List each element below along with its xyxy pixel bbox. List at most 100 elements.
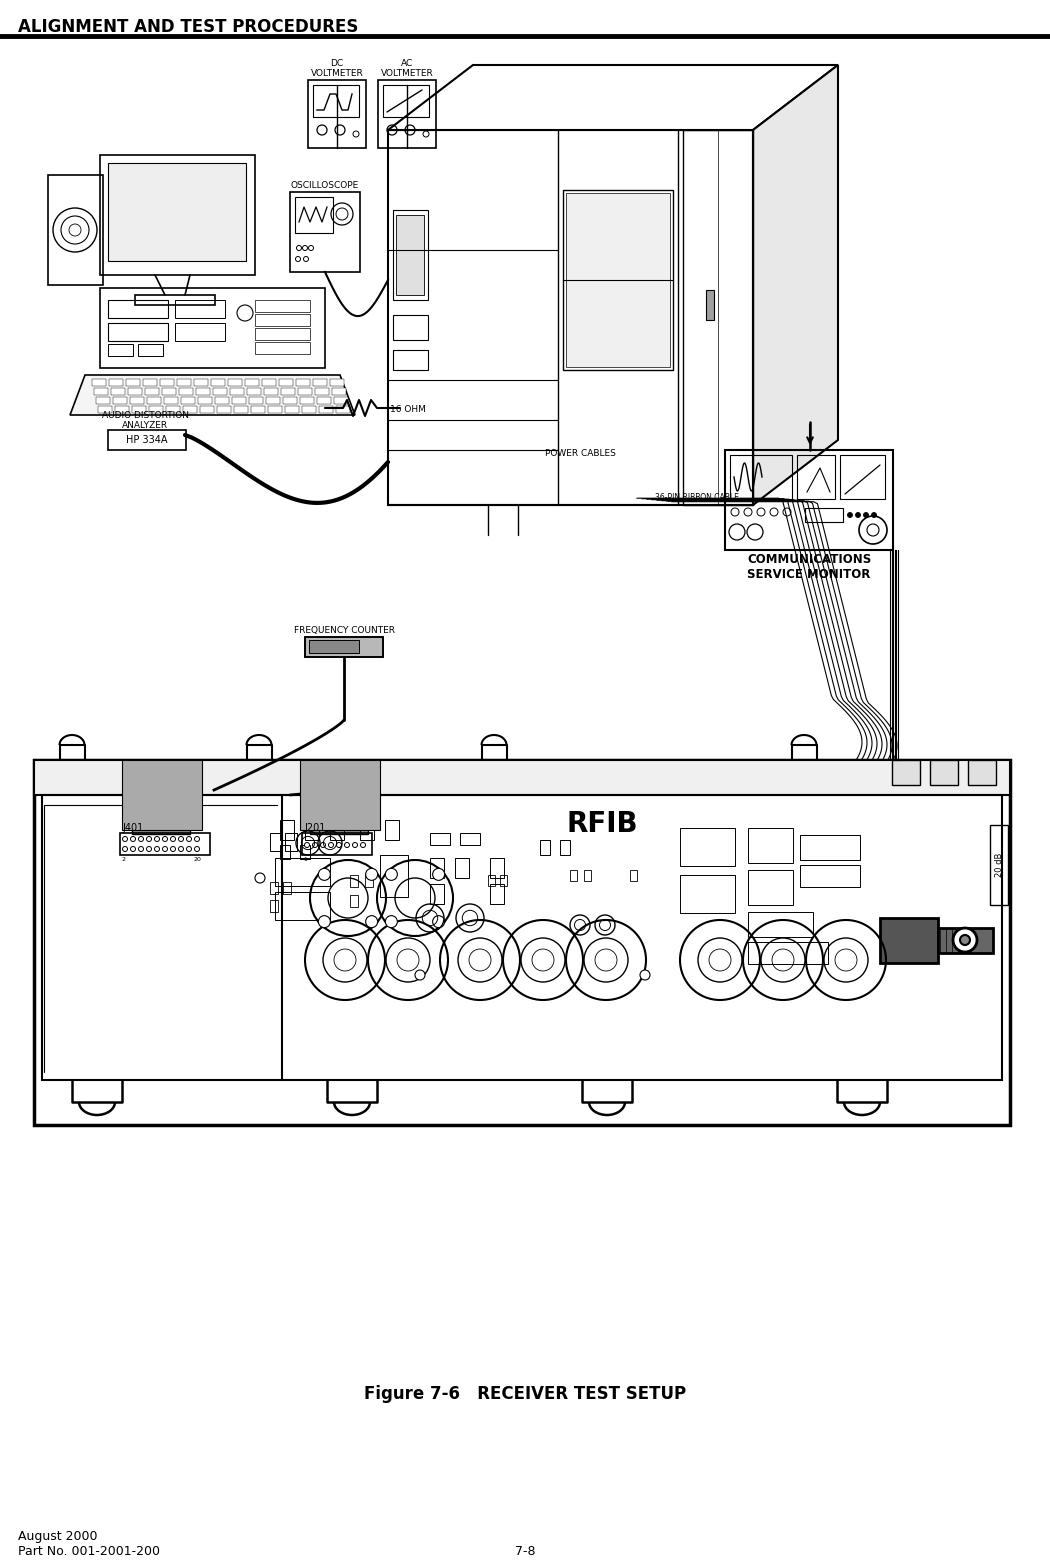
Text: OSCILLOSCOPE: OSCILLOSCOPE (291, 181, 359, 189)
Bar (317, 397, 331, 404)
Bar (145, 388, 159, 396)
Text: FREQUENCY COUNTER: FREQUENCY COUNTER (294, 626, 395, 635)
Circle shape (187, 846, 191, 851)
Bar (345, 809, 373, 823)
Bar (108, 324, 168, 341)
Circle shape (147, 837, 151, 841)
Bar (393, 350, 428, 371)
Bar (290, 192, 360, 272)
Circle shape (139, 837, 144, 841)
Circle shape (329, 843, 334, 848)
Circle shape (187, 837, 191, 841)
Text: Part No. 001-2001-200: Part No. 001-2001-200 (18, 1545, 160, 1558)
Bar (748, 912, 813, 937)
Bar (330, 378, 344, 386)
Bar (365, 874, 373, 887)
Bar (430, 884, 444, 904)
Bar (295, 197, 333, 233)
Bar (228, 378, 242, 386)
Bar (48, 175, 103, 285)
Bar (275, 891, 330, 920)
Circle shape (123, 837, 127, 841)
Bar (100, 288, 326, 368)
Circle shape (353, 843, 357, 848)
Circle shape (385, 915, 397, 927)
Text: J201: J201 (304, 823, 326, 834)
Bar (298, 388, 312, 396)
Bar (680, 874, 735, 913)
Bar (892, 760, 920, 785)
Bar (116, 407, 129, 413)
Polygon shape (753, 66, 838, 505)
Bar (360, 820, 374, 840)
Bar (96, 397, 110, 404)
Bar (300, 397, 314, 404)
Bar (280, 820, 294, 840)
Bar (34, 760, 1010, 795)
Text: J401: J401 (122, 823, 143, 834)
Bar (488, 874, 495, 885)
Bar (249, 397, 262, 404)
Text: Figure 7-6   RECEIVER TEST SETUP: Figure 7-6 RECEIVER TEST SETUP (364, 1386, 686, 1403)
Bar (630, 870, 637, 881)
Bar (92, 378, 106, 386)
Circle shape (139, 846, 144, 851)
Circle shape (163, 846, 168, 851)
Bar (108, 344, 133, 357)
Bar (284, 882, 291, 895)
Bar (268, 407, 282, 413)
Bar (334, 397, 348, 404)
Bar (266, 397, 280, 404)
Bar (302, 407, 316, 413)
Circle shape (847, 513, 853, 518)
Bar (383, 84, 429, 117)
Bar (135, 296, 215, 305)
Circle shape (178, 837, 184, 841)
Text: 20: 20 (193, 857, 201, 862)
Bar (385, 820, 399, 840)
Bar (232, 397, 246, 404)
Bar (245, 378, 259, 386)
Bar (302, 834, 372, 856)
Bar (94, 388, 108, 396)
Bar (563, 189, 673, 371)
Circle shape (863, 513, 868, 518)
Bar (132, 820, 190, 834)
Bar (540, 840, 550, 856)
Circle shape (415, 970, 425, 981)
Bar (215, 397, 229, 404)
Bar (251, 407, 265, 413)
Bar (198, 397, 212, 404)
Bar (682, 130, 753, 505)
Bar (990, 824, 1008, 906)
Bar (310, 820, 368, 834)
Bar (285, 834, 297, 851)
Circle shape (365, 868, 378, 881)
Text: August 2000: August 2000 (18, 1530, 98, 1544)
Bar (938, 927, 993, 952)
Bar (430, 834, 450, 845)
Bar (724, 450, 892, 551)
Text: 36-PIN RIBBON CABLE: 36-PIN RIBBON CABLE (655, 493, 739, 502)
Bar (313, 378, 327, 386)
Bar (332, 388, 346, 396)
Bar (113, 397, 127, 404)
Polygon shape (388, 66, 838, 130)
Bar (930, 760, 958, 785)
Circle shape (163, 837, 168, 841)
Bar (200, 407, 214, 413)
Bar (166, 407, 180, 413)
Polygon shape (70, 375, 355, 414)
Text: 7-8: 7-8 (514, 1545, 536, 1558)
Text: ALIGNMENT AND TEST PROCEDURES: ALIGNMENT AND TEST PROCEDURES (18, 19, 358, 36)
Circle shape (147, 846, 151, 851)
Bar (175, 324, 225, 341)
Text: AUDIO DISTORTION
ANALYZER: AUDIO DISTORTION ANALYZER (102, 411, 189, 430)
Bar (275, 859, 330, 885)
Text: 16 OHM: 16 OHM (390, 405, 426, 414)
Bar (147, 397, 161, 404)
Bar (230, 388, 244, 396)
Circle shape (344, 843, 350, 848)
Bar (100, 155, 255, 275)
Bar (279, 378, 293, 386)
